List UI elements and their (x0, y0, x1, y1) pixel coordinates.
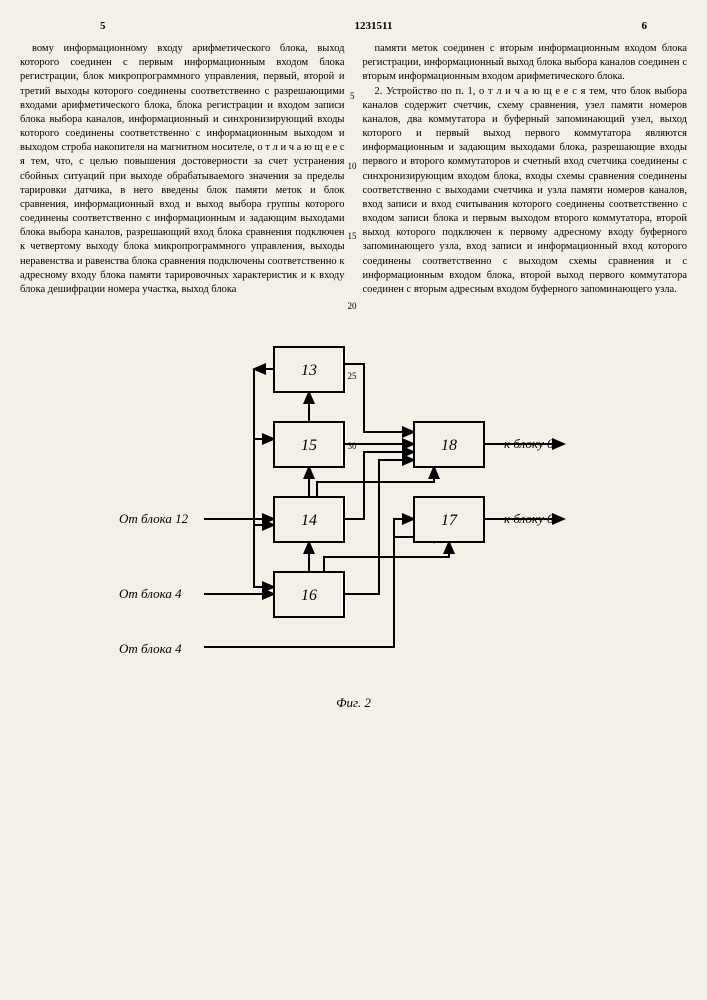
block-label-16: 16 (301, 587, 317, 604)
left-column: вому информационному входу арифметическо… (20, 42, 345, 297)
output-label-0: к блоку 6 (504, 436, 554, 451)
page: 5 1231511 6 вому информационному входу а… (20, 20, 687, 711)
wire (317, 467, 434, 497)
page-number-right: 6 (642, 20, 648, 32)
line-marker-10: 10 (348, 160, 357, 172)
page-header: 5 1231511 6 (20, 20, 687, 42)
input-label-1: От блока 4 (119, 586, 182, 601)
input-label-0: От блока 12 (119, 511, 189, 526)
line-marker-15: 15 (348, 230, 357, 242)
block-label-13: 13 (301, 362, 317, 379)
block-label-14: 14 (301, 512, 317, 529)
page-number-left: 5 (100, 20, 106, 32)
block-label-15: 15 (301, 437, 317, 454)
wire (344, 460, 414, 594)
right-para-2: 2. Устройство по п. 1, о т л и ч а ю щ е… (363, 85, 688, 298)
wire (254, 369, 274, 587)
block-label-18: 18 (441, 437, 457, 454)
left-column-text: вому информационному входу арифметическо… (20, 42, 345, 297)
figure-label: Фиг. 2 (20, 695, 687, 711)
line-marker-20: 20 (348, 300, 357, 312)
wire (324, 542, 449, 572)
right-para-1: памяти меток соединен с вторым информаци… (363, 42, 688, 85)
right-column: памяти меток соединен с вторым информаци… (363, 42, 688, 297)
output-label-1: к блоку 6 (504, 511, 554, 526)
line-marker-25: 25 (348, 370, 357, 382)
text-columns: вому информационному входу арифметическо… (20, 42, 687, 297)
document-number: 1231511 (355, 20, 393, 32)
block-label-17: 17 (441, 512, 458, 529)
line-marker-30: 30 (348, 440, 357, 452)
input-label-2: От блока 4 (119, 641, 182, 656)
line-marker-5: 5 (350, 90, 355, 102)
